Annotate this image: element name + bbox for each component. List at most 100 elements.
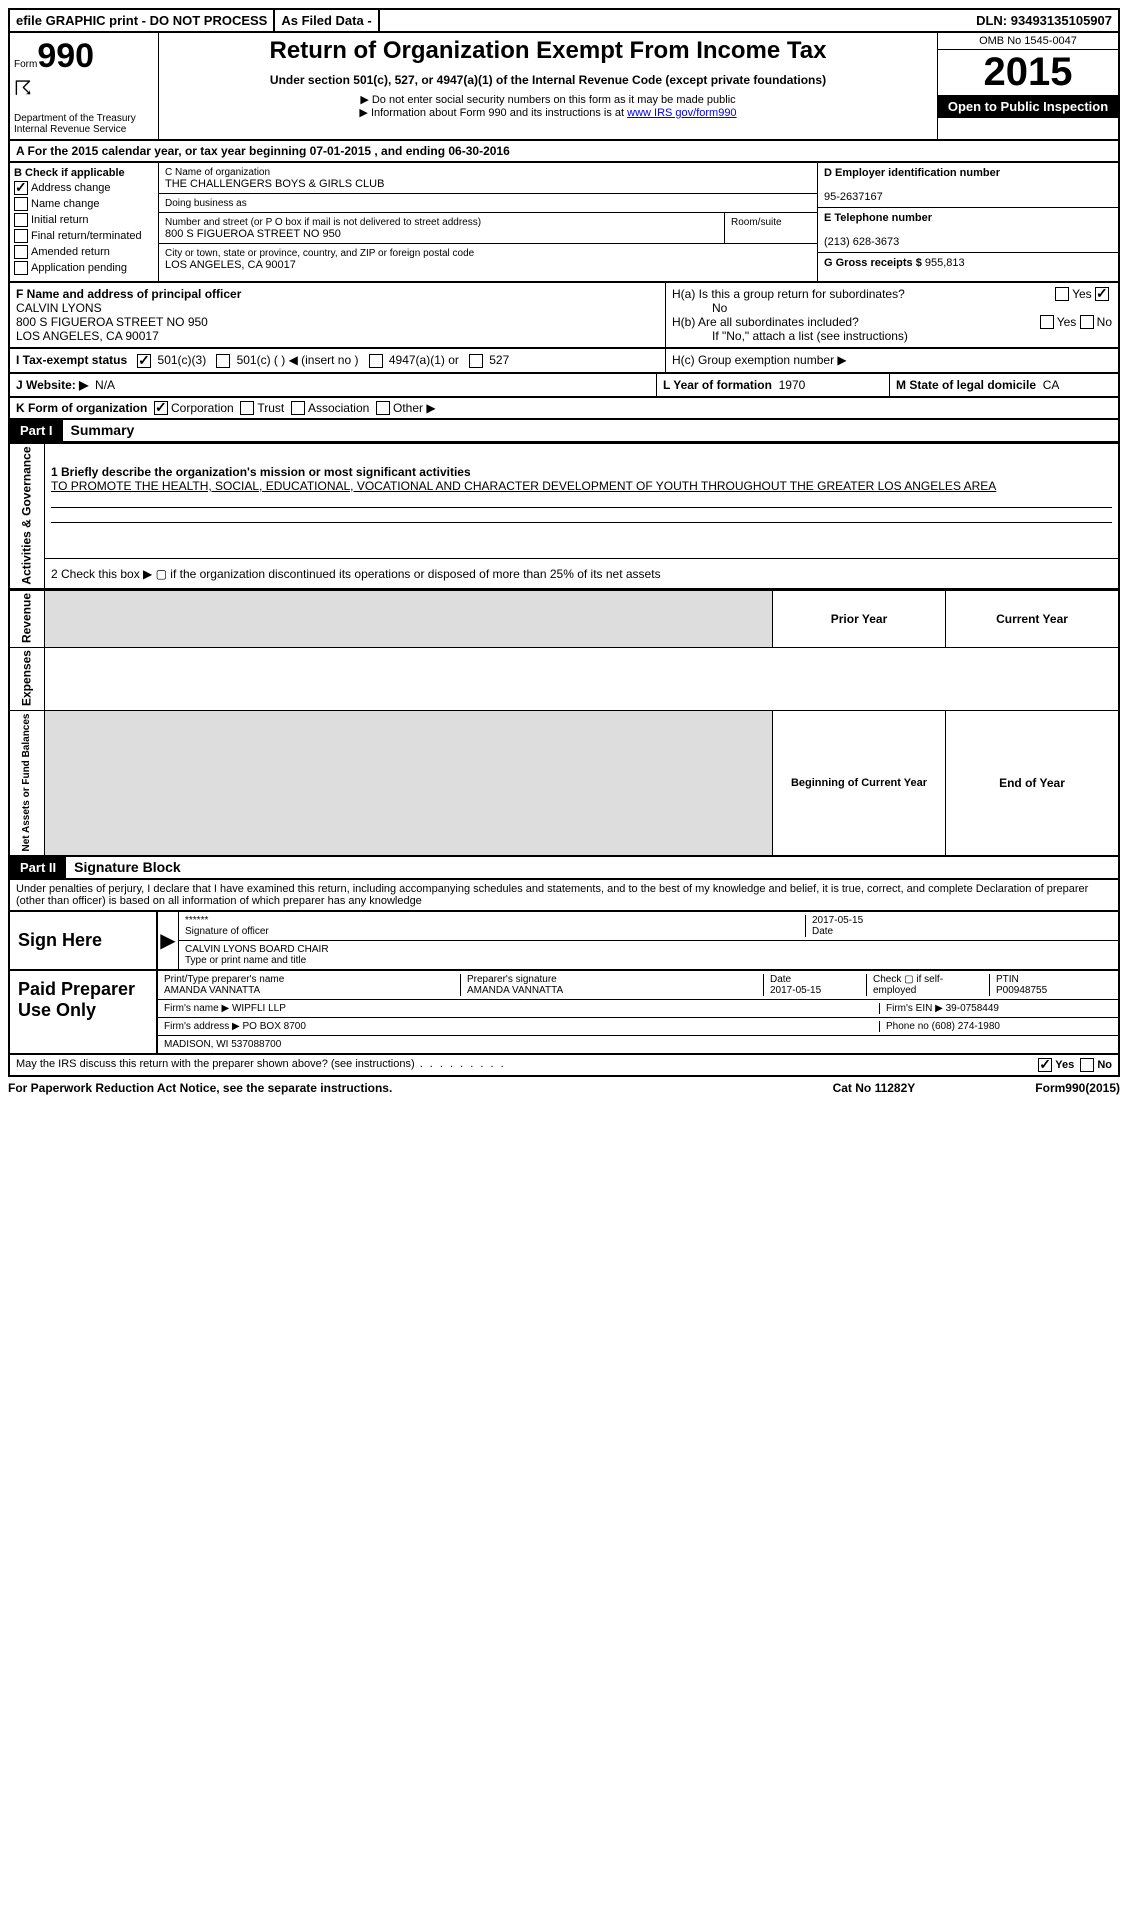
q1-label: 1 Briefly describe the organization's mi… [51,465,1112,479]
sign-arrow-icon: ▶ [158,912,179,969]
row-a: A For the 2015 calendar year, or tax yea… [8,141,1120,163]
officer-addr1: 800 S FIGUEROA STREET NO 950 [16,315,208,329]
prep-sig: AMANDA VANNATTA [467,985,563,996]
form-year: 2015 [938,50,1118,95]
k-row: K Form of organization Corporation Trust… [8,398,1120,420]
org-name: THE CHALLENGERS BOYS & GIRLS CLUB [165,178,384,190]
b-label: B Check if applicable [14,167,154,179]
d-label: D Employer identification number [824,167,1000,179]
dept: Department of the Treasury [14,113,154,124]
part1-bar: Part I Summary [8,420,1120,443]
officer-addr2: LOS ANGELES, CA 90017 [16,329,159,343]
h-block: H(a) Is this a group return for subordin… [666,283,1118,347]
sig-officer-label: Signature of officer [185,926,269,937]
header-right: OMB No 1545-0047 2015 Open to Public Ins… [937,33,1118,139]
eoy-header: End of Year [946,710,1120,856]
k-label: K Form of organization [16,401,147,415]
note1: ▶ Do not enter social security numbers o… [163,93,933,106]
f-block: F Name and address of principal officer … [10,283,666,347]
cb-501c[interactable] [216,354,230,368]
f-label: F Name and address of principal officer [16,287,241,301]
vside-exp: Expenses [9,647,45,710]
footer-right: Form990(2015) [1035,1081,1120,1095]
c-name-block: C Name of organization THE CHALLENGERS B… [159,163,817,194]
room-label: Room/suite [731,217,782,228]
irs-link[interactable]: www IRS gov/form990 [627,107,736,119]
firm-name: WIPFLI LLP [232,1003,286,1014]
street: 800 S FIGUEROA STREET NO 950 [165,228,341,240]
dba-label: Doing business as [165,198,247,209]
cb-name[interactable]: Name change [14,197,154,211]
cb-initial[interactable]: Initial return [14,213,154,227]
cb-trust[interactable] [240,401,254,415]
footer-mid: Cat No 11282Y [833,1081,916,1095]
firm-addr1: PO BOX 8700 [243,1021,306,1032]
cb-final[interactable]: Final return/terminated [14,229,154,243]
c-dba-block: Doing business as [159,194,817,213]
note2: ▶ Information about Form 990 and its ins… [163,106,933,119]
ha-no[interactable] [1095,287,1109,301]
city-label: City or town, state or province, country… [165,248,474,259]
vside-net: Net Assets or Fund Balances [9,710,45,856]
discuss-no[interactable] [1080,1058,1094,1072]
sign-here-block: Sign Here ▶ ******Signature of officer 2… [8,912,1120,971]
hb-yes[interactable] [1040,315,1054,329]
firm-ein: 39-0758449 [946,1003,999,1014]
officer-name: CALVIN LYONS [16,301,102,315]
cb-4947[interactable] [369,354,383,368]
header-mid: Return of Organization Exempt From Incom… [159,33,937,139]
cb-corp[interactable] [154,401,168,415]
part2-title: Signature Block [66,859,181,875]
summary-governance: Activities & Governance 1 Briefly descri… [8,443,1120,590]
discuss-yes[interactable] [1038,1058,1052,1072]
vside-rev: Revenue [9,590,45,647]
gross-receipts: 955,813 [925,257,965,269]
footer-left: For Paperwork Reduction Act Notice, see … [8,1081,392,1095]
irs: Internal Revenue Service [14,124,154,135]
cb-527[interactable] [469,354,483,368]
sig-stars: ****** [185,915,208,926]
hb-note: If "No," attach a list (see instructions… [672,329,1112,343]
m-label: M State of legal domicile [896,378,1036,392]
l-label: L Year of formation [663,378,772,392]
paid-preparer-block: Paid Preparer Use Only Print/Type prepar… [8,971,1120,1055]
cb-address[interactable]: Address change [14,181,154,195]
py-header: Prior Year [773,590,946,647]
c-street-row: Number and street (or P O box if mail is… [159,213,817,244]
cb-501c3[interactable] [137,354,151,368]
header-left: Form990 ☈ Department of the Treasury Int… [10,33,159,139]
i-block: I Tax-exempt status 501(c)(3) 501(c) ( )… [10,349,666,372]
discuss-row: May the IRS discuss this return with the… [8,1055,1120,1077]
ptin: P00948755 [996,985,1047,996]
sign-here-label: Sign Here [10,912,158,969]
ha-yes[interactable] [1055,287,1069,301]
part2-bar: Part II Signature Block [8,857,1120,880]
paid-label: Paid Preparer Use Only [10,971,158,1053]
firm-ein-label: Firm's EIN ▶ [886,1003,943,1014]
cb-assoc[interactable] [291,401,305,415]
dln-value: 93493135105907 [1011,13,1112,28]
phone: (213) 628-3673 [824,236,899,248]
cb-app[interactable]: Application pending [14,261,154,275]
website: N/A [95,378,115,392]
hb-no[interactable] [1080,315,1094,329]
discuss-text: May the IRS discuss this return with the… [16,1058,506,1072]
year-formed: 1970 [779,378,806,392]
city: LOS ANGELES, CA 90017 [165,259,296,271]
cb-amended[interactable]: Amended return [14,245,154,259]
asfiled-label: As Filed Data - [275,10,379,31]
j-lm-row: J Website: ▶ N/A L Year of formation 197… [8,374,1120,398]
prep-name-label: Print/Type preparer's name [164,974,284,985]
i-hc-row: I Tax-exempt status 501(c)(3) 501(c) ( )… [8,349,1120,374]
officer-printed-name: CALVIN LYONS BOARD CHAIR [185,944,1112,955]
col-b: B Check if applicable Address change Nam… [10,163,159,281]
dln-label: DLN: [976,13,1007,28]
vside-gov: Activities & Governance [9,443,45,589]
name-label: Type or print name and title [185,955,1112,966]
firm-addr-label: Firm's address ▶ [164,1021,240,1032]
firm-addr2: MADISON, WI 537088700 [164,1039,281,1050]
phone-label: Phone no [886,1021,929,1032]
cb-other[interactable] [376,401,390,415]
part2-header: Part II [10,857,66,878]
efile-label: efile GRAPHIC print - DO NOT PROCESS [10,10,275,31]
